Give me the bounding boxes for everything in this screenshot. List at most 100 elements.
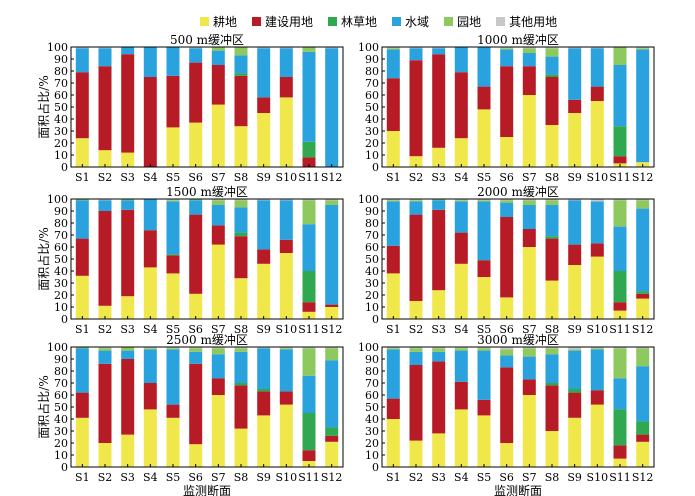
legend-item: 耕地 — [200, 13, 237, 29]
bar-segment — [234, 278, 248, 319]
x-tick-label: S11 — [609, 471, 631, 484]
bar-segment — [75, 347, 89, 349]
bar-segment — [409, 60, 423, 157]
bar-segment — [500, 47, 514, 49]
bar-segment — [454, 350, 468, 382]
y-tick-label: 90 — [365, 353, 379, 366]
bar-segment — [500, 347, 514, 350]
bar-segment — [189, 347, 203, 349]
bar-segment — [75, 48, 89, 73]
bar-segment — [568, 99, 582, 113]
bar-segment — [386, 348, 400, 350]
bar-segment — [257, 389, 271, 392]
bar-segment — [189, 48, 203, 63]
bar-segment — [409, 440, 423, 467]
bar-segment — [568, 265, 582, 319]
bar-segment — [568, 47, 582, 49]
bar-segment — [257, 97, 271, 113]
bar-segment — [279, 48, 293, 77]
bar-segment — [325, 348, 339, 361]
bar-segment — [500, 367, 514, 443]
legend-label: 其他用地 — [509, 14, 558, 29]
x-tick-label: S1 — [75, 171, 90, 184]
bar-segment — [279, 239, 293, 253]
bar-segment — [636, 208, 650, 292]
y-tick-label: 90 — [54, 53, 68, 66]
x-tick-label: S2 — [98, 171, 113, 184]
bar-segment — [166, 404, 180, 418]
bar-segment — [500, 217, 514, 298]
x-tick-label: S2 — [98, 323, 113, 336]
bar-segment — [522, 348, 536, 357]
bar-segment — [386, 199, 400, 201]
bar-segment — [432, 200, 446, 210]
y-tick-label: 10 — [365, 449, 379, 462]
legend-label: 园地 — [457, 14, 482, 29]
bar-segment — [325, 427, 339, 436]
bar-segment — [636, 298, 650, 319]
legend-swatch — [200, 16, 209, 26]
y-tick-label: 20 — [365, 437, 379, 450]
bar-segment — [500, 200, 514, 203]
bar-segment — [522, 47, 536, 49]
bar-segment — [211, 50, 225, 65]
plot-frame — [70, 46, 344, 168]
panel-title: 1500 m缓冲区 — [166, 184, 248, 199]
legend-item: 建设用地 — [252, 13, 313, 29]
bar-segment — [121, 47, 135, 55]
y-tick-label: 70 — [365, 229, 379, 242]
x-tick-label: S4 — [454, 471, 469, 484]
bar-segment — [234, 199, 248, 201]
x-tick-label: S4 — [454, 171, 469, 184]
bar-segment — [143, 199, 157, 231]
y-tick-label: 40 — [54, 265, 68, 278]
bar-segment — [590, 348, 604, 350]
bar-segment — [409, 200, 423, 202]
plot-frame — [70, 346, 344, 468]
x-tick-label: S5 — [166, 471, 181, 484]
bar-segment — [545, 280, 559, 319]
bar-segment — [143, 383, 157, 410]
bar-segment — [636, 441, 650, 467]
bar-segment — [211, 47, 225, 51]
bar-segment — [590, 48, 604, 87]
bar-segment — [121, 209, 135, 297]
bar-segment — [432, 48, 446, 55]
bar-segment — [409, 47, 423, 49]
bar-segment — [121, 296, 135, 319]
bar-segment — [279, 253, 293, 319]
bar-segment — [257, 391, 271, 416]
bar-segment — [454, 138, 468, 167]
bar-segment — [613, 226, 627, 271]
legend-swatch — [252, 16, 262, 26]
x-tick-label: S2 — [409, 471, 424, 484]
x-tick-label: S12 — [321, 323, 343, 336]
bar-segment — [211, 200, 225, 205]
bar-segment — [545, 199, 559, 201]
y-tick-label: 80 — [54, 217, 68, 230]
bar-segment — [432, 54, 446, 148]
bar-segment — [636, 347, 650, 349]
bar-segment — [279, 391, 293, 405]
bar-segment — [166, 47, 180, 76]
bar-segment — [613, 156, 627, 164]
x-axis-label: 监测断面 — [494, 483, 542, 496]
bar-segment — [636, 421, 650, 435]
bar-segment — [500, 199, 514, 201]
bar-segment — [409, 348, 423, 352]
bar-segment — [302, 375, 316, 413]
bar-segment — [121, 200, 135, 210]
bar-segment — [234, 385, 248, 429]
bar-segment — [121, 54, 135, 153]
bar-segment — [211, 395, 225, 467]
x-tick-label: S3 — [431, 171, 446, 184]
legend-swatch — [496, 16, 506, 26]
bar-segment — [613, 47, 627, 65]
bar-segment — [143, 230, 157, 268]
bar-segment — [613, 458, 627, 467]
bar-segment — [302, 199, 316, 201]
bar-segment — [325, 347, 339, 349]
bar-segment — [189, 47, 203, 49]
y-tick-label: 70 — [365, 377, 379, 390]
bar-segment — [189, 62, 203, 123]
